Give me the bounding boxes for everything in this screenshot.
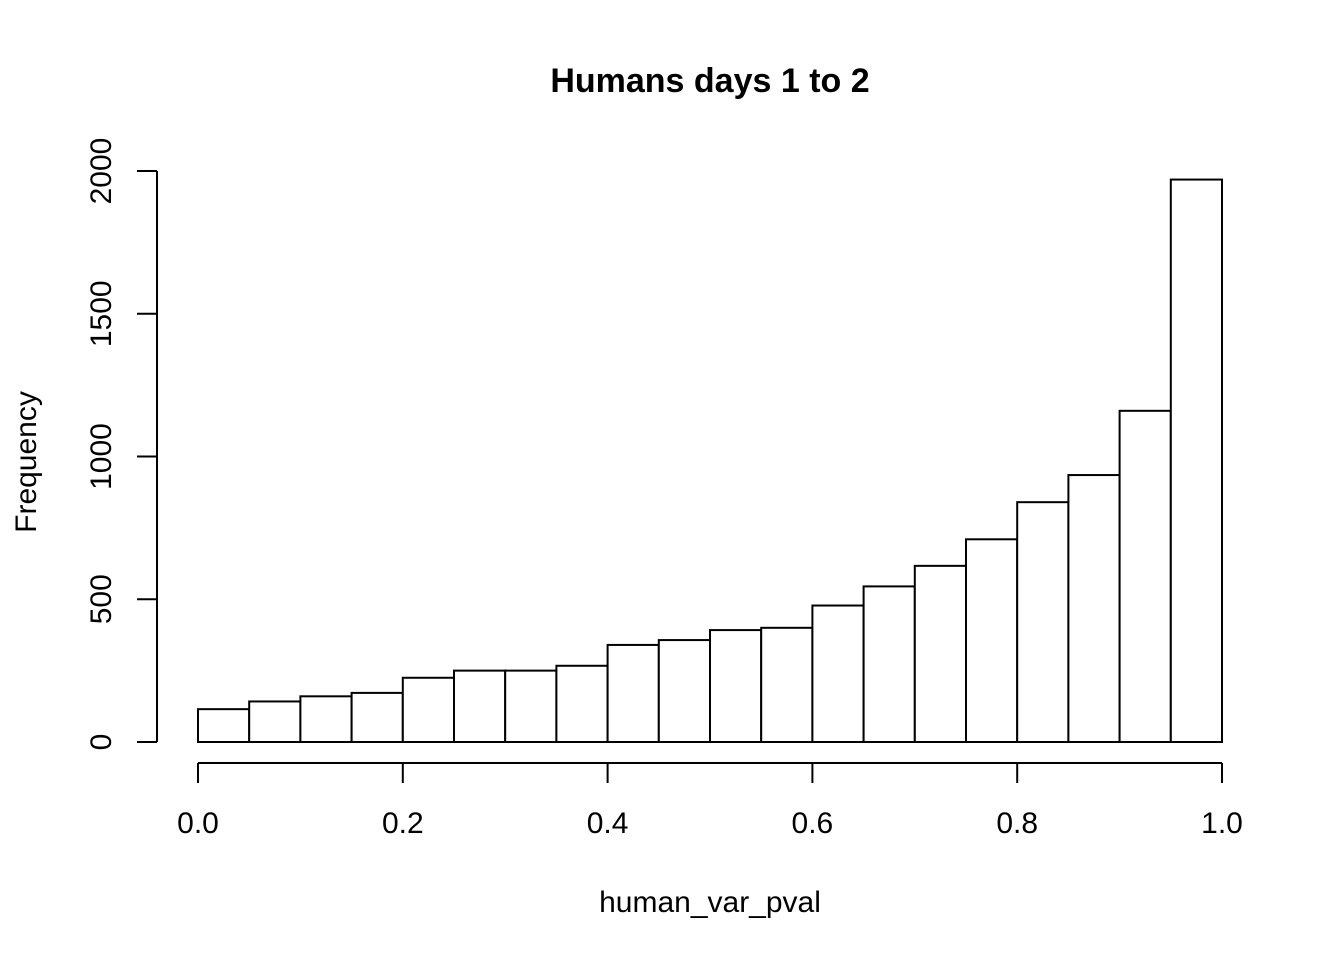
x-tick-label: 0.8 bbox=[996, 807, 1038, 840]
histogram-bar bbox=[760, 626, 814, 743]
y-axis: 0 500 1000 1500 2000 bbox=[85, 138, 158, 751]
y-tick-label: 2000 bbox=[85, 138, 118, 205]
histogram-bar bbox=[248, 700, 302, 743]
histogram-bar bbox=[965, 538, 1019, 743]
histogram-bar bbox=[504, 669, 558, 743]
y-tick-label: 1000 bbox=[85, 423, 118, 490]
histogram-bar bbox=[606, 643, 660, 743]
histogram-bar bbox=[555, 664, 609, 743]
y-tick-label: 1500 bbox=[85, 280, 118, 347]
histogram-bar bbox=[1169, 178, 1224, 743]
x-tick-label: 0.2 bbox=[382, 807, 424, 840]
histogram-bar bbox=[1016, 501, 1070, 743]
histogram-bar bbox=[862, 585, 916, 744]
histogram-bar bbox=[1067, 474, 1121, 743]
histogram-bar bbox=[197, 708, 251, 743]
y-tick-label: 500 bbox=[85, 574, 118, 624]
histogram-bar bbox=[913, 564, 967, 743]
x-tick-label: 1.0 bbox=[1201, 807, 1243, 840]
histogram-bar bbox=[299, 695, 353, 744]
histogram-bar bbox=[453, 669, 507, 743]
histogram-bar bbox=[811, 604, 865, 743]
x-tick-label: 0.4 bbox=[587, 807, 629, 840]
chart-title: Humans days 1 to 2 bbox=[550, 62, 869, 100]
histogram-bar bbox=[1118, 409, 1172, 743]
x-axis: 0.0 0.2 0.4 0.6 0.8 1.0 bbox=[177, 762, 1243, 840]
histogram-bar bbox=[401, 676, 455, 744]
y-axis-label: Frequency bbox=[10, 391, 43, 533]
histogram-bars bbox=[197, 178, 1224, 744]
histogram-bar bbox=[350, 691, 404, 743]
y-tick-label: 0 bbox=[85, 734, 118, 751]
x-tick-label: 0.0 bbox=[177, 807, 219, 840]
x-axis-label: human_var_pval bbox=[599, 886, 821, 919]
histogram-bar bbox=[657, 639, 711, 743]
histogram-bar bbox=[709, 629, 763, 743]
x-tick-label: 0.6 bbox=[792, 807, 834, 840]
